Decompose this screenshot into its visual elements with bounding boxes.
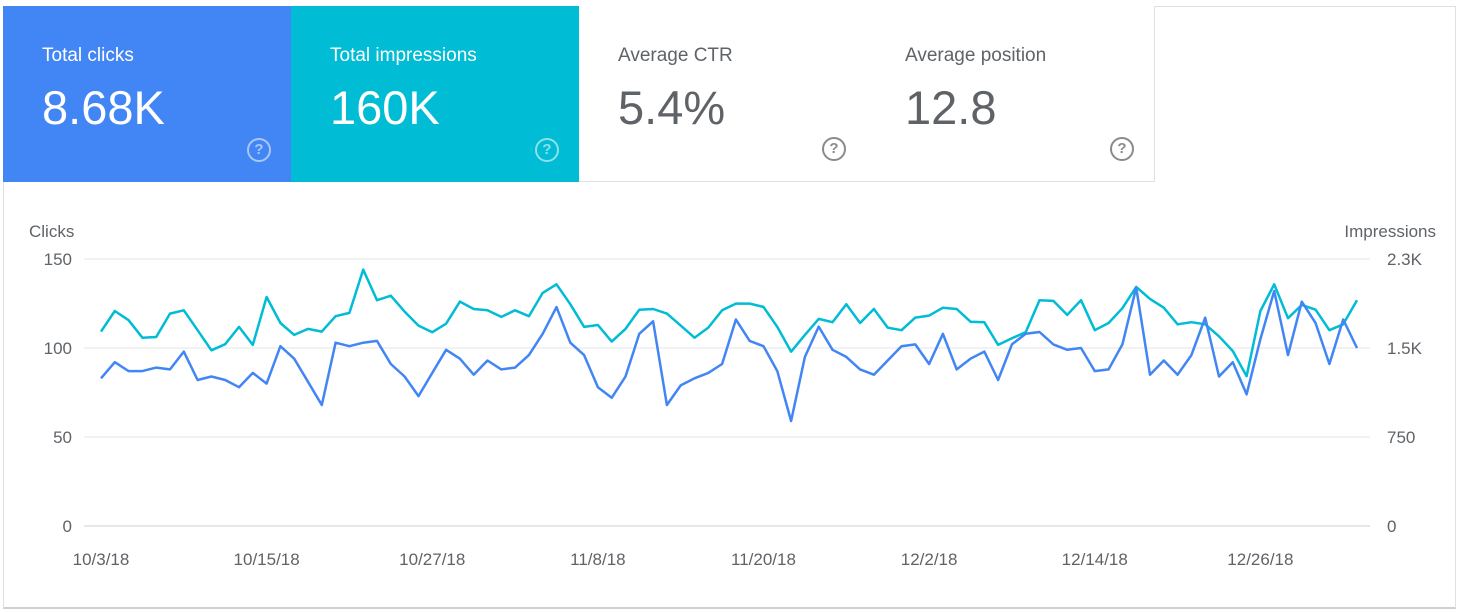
right-axis-title: Impressions bbox=[1344, 222, 1436, 241]
clicks-series-line bbox=[100, 286, 1359, 423]
left-tick-label: 50 bbox=[53, 428, 72, 447]
left-tick-label: 150 bbox=[44, 250, 72, 269]
help-icon[interactable]: ? bbox=[822, 137, 846, 161]
card-label: Average CTR bbox=[618, 45, 733, 66]
x-tick-label: 12/26/18 bbox=[1227, 550, 1293, 569]
x-tick-label: 12/2/18 bbox=[901, 550, 958, 569]
card-value: 5.4% bbox=[618, 81, 726, 134]
left-axis-title: Clicks bbox=[29, 222, 74, 241]
impressions-series-line bbox=[99, 268, 1359, 378]
total-impressions-card[interactable]: Total impressions 160K ? bbox=[291, 6, 579, 182]
card-label: Total clicks bbox=[42, 45, 134, 66]
right-tick-label: 2.3K bbox=[1387, 250, 1423, 269]
help-icon[interactable]: ? bbox=[535, 138, 559, 162]
right-tick-label: 750 bbox=[1387, 428, 1415, 447]
card-value: 160K bbox=[330, 81, 440, 134]
average-position-card[interactable]: Average position 12.8 ? bbox=[866, 6, 1155, 182]
card-value: 8.68K bbox=[42, 81, 165, 134]
x-tick-label: 10/15/18 bbox=[234, 550, 300, 569]
x-tick-label: 10/27/18 bbox=[399, 550, 465, 569]
total-clicks-card[interactable]: Total clicks 8.68K ? bbox=[3, 6, 291, 182]
card-label: Total impressions bbox=[330, 45, 477, 66]
left-tick-label: 100 bbox=[44, 339, 72, 358]
average-ctr-card[interactable]: Average CTR 5.4% ? bbox=[579, 6, 867, 182]
right-tick-label: 1.5K bbox=[1387, 339, 1423, 358]
right-tick-label: 0 bbox=[1387, 517, 1396, 536]
x-tick-label: 11/8/18 bbox=[570, 550, 625, 569]
card-label: Average position bbox=[905, 45, 1047, 66]
x-tick-label: 11/20/18 bbox=[731, 550, 796, 569]
left-tick-label: 0 bbox=[63, 517, 72, 536]
x-tick-label: 12/14/18 bbox=[1062, 550, 1128, 569]
card-value: 12.8 bbox=[905, 81, 997, 134]
help-icon[interactable]: ? bbox=[1110, 137, 1134, 161]
x-tick-label: 10/3/18 bbox=[73, 550, 130, 569]
help-icon[interactable]: ? bbox=[247, 138, 271, 162]
